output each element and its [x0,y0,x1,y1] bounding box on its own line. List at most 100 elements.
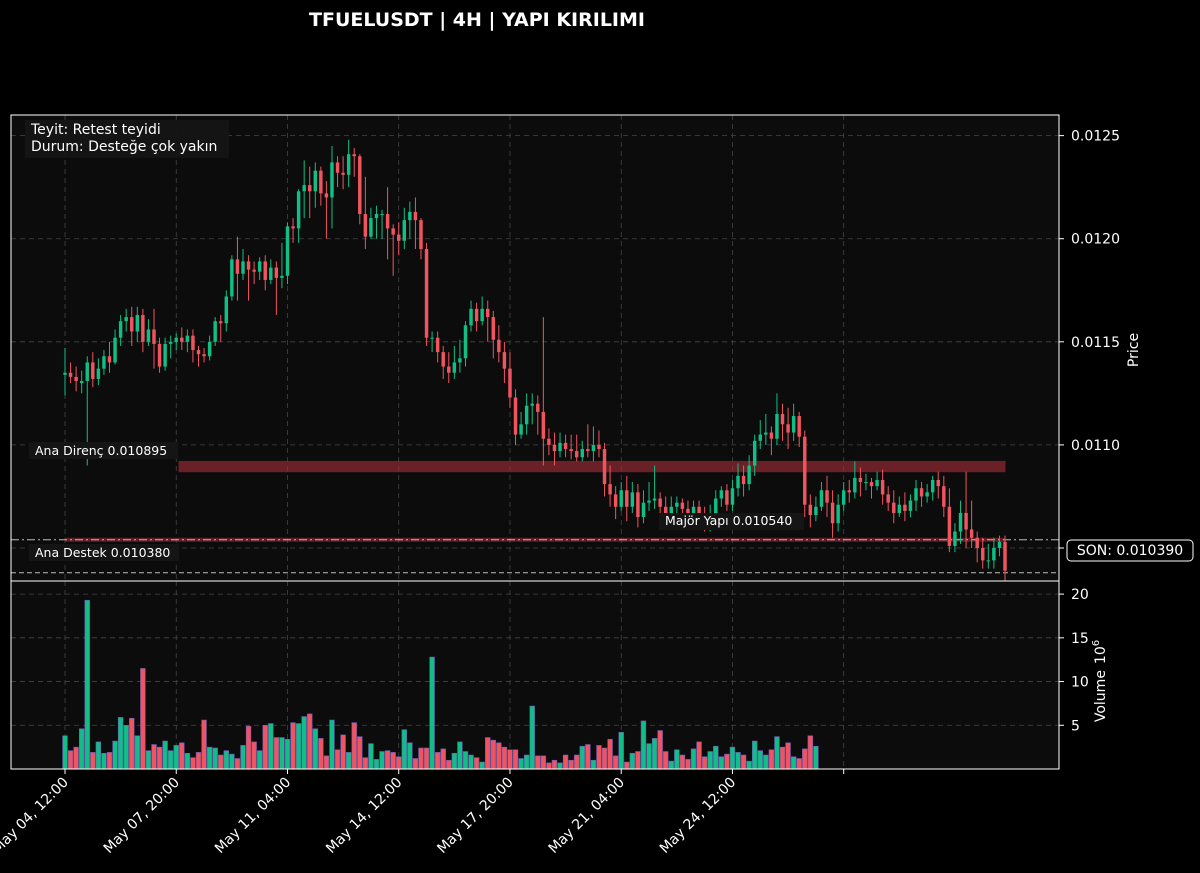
volume-bar [501,746,508,770]
candle-body [435,337,440,353]
volume-bar [218,754,224,770]
volume-bar [690,748,697,770]
volume-bar [73,746,79,770]
volume-bar [468,754,474,770]
candle-body [302,185,306,192]
status-note: Durum: Desteğe çok yakın [31,139,217,155]
volume-bar [229,753,235,770]
candle-body [825,490,829,503]
candle-body [330,162,334,198]
candle-body [508,368,512,398]
volume-bar [757,750,763,770]
candle-body [118,321,123,338]
candle-body [608,484,612,495]
volume-bar [357,736,363,770]
volume-bar [240,745,246,770]
volume-bar [713,745,719,770]
volume-bar [446,759,452,770]
candle-body [419,220,423,250]
support-label: Ana Destek 0.010380 [35,545,170,560]
volume-bar [173,745,179,770]
volume-bar [412,758,419,770]
volume-bar [362,757,369,770]
candle-body [474,308,479,322]
volume-bar [529,705,535,770]
volume-bar [201,719,207,770]
candle-body [563,442,568,450]
candle-body [402,220,407,241]
candle-body [358,156,362,214]
candle-body [180,337,184,342]
volume-bar [262,724,268,770]
volume-bar [752,740,758,770]
volume-bar [145,750,152,770]
volume-bar [796,758,802,770]
volume-panel-frame [10,580,1060,770]
volume-bar [601,747,608,770]
candle-body [480,308,484,322]
candle-body [102,356,106,369]
candle-body [736,475,740,489]
volume-bar [507,749,513,770]
volume-bar [78,728,85,770]
volume-panel [11,581,1059,769]
volume-bar [351,722,357,770]
candle-body [741,475,746,485]
volume-bar [312,728,318,770]
volume-bar [151,744,157,770]
candle-body [752,440,757,466]
price-tick-label: 0.0110 [1071,438,1120,454]
volume-bar [696,741,702,770]
volume-bar [440,748,446,770]
candle-body [524,405,529,425]
major-structure-label: Majör Yapı 0.010540 [665,513,792,528]
volume-axis-label: Volume 106 [1091,640,1109,722]
candle-body [452,362,457,373]
candle-body [680,502,685,509]
volume-bar [329,719,335,770]
volume-bar [307,713,313,770]
candle-body [574,451,579,458]
candle-body [202,354,206,357]
candle-body [591,444,596,452]
level-lines [11,460,1059,574]
volume-bar [718,756,725,770]
volume-bar [290,722,296,770]
volume-bar [596,745,602,770]
candle-body [230,259,234,297]
candle-body [981,548,985,561]
candle-body [864,482,868,484]
volume-bar [67,750,74,770]
volume-bar [418,747,424,770]
candle-body [246,261,251,270]
volume-bar [62,735,68,770]
candle-body [385,213,390,229]
candle-body [892,502,896,513]
candle-body [163,343,167,367]
volume-bar [785,742,791,770]
volume-tick-label: 10 [1071,675,1089,691]
resistance-zone [178,460,1006,473]
candle-body [875,479,879,487]
volume-bar [473,757,480,770]
chart-title: TFUELUSDT | 4H | YAPI KIRILIMI [309,9,645,31]
candle-body [219,321,223,324]
last-price-badge [1066,539,1194,562]
volume-bar [140,668,146,770]
volume-bar [95,741,102,770]
volume-bar [117,717,124,770]
volume-bar [496,742,502,770]
candle-body [463,325,468,359]
volume-bar [384,750,391,770]
volume-bar [607,738,613,770]
candle-body [447,366,451,373]
candle-body [485,308,490,318]
volume-bar [562,754,569,770]
volume-bar [735,752,741,770]
volume-bar [574,754,580,770]
volume-bar [134,735,140,770]
resistance-label: Ana Direnç 0.010895 [35,443,167,458]
volume-tick-label: 5 [1071,718,1080,734]
candle-body [853,477,857,493]
candle-body [185,335,190,342]
